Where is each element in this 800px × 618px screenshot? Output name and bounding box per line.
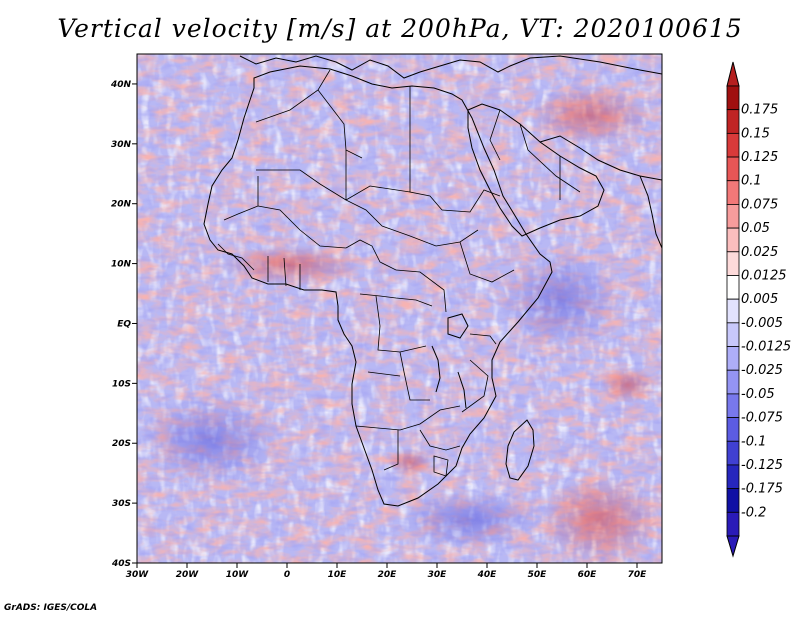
colorbar-swatch (726, 322, 740, 347)
lake-tanganyika (431, 345, 441, 393)
colorbar-swatch (726, 180, 740, 205)
lon-tick-label: 30W (126, 570, 150, 580)
colorbar-label: -0.125 (741, 458, 783, 473)
colorbar-swatch (726, 85, 740, 111)
coastlines (203, 55, 662, 507)
colorbar-swatch (726, 511, 740, 537)
lat-tick-label: 40S (111, 559, 131, 569)
colorbar-label: -0.075 (741, 411, 783, 426)
colorbar-swatch (726, 440, 740, 466)
lat-tick-label: EQ (117, 319, 131, 329)
map-title: Vertical velocity [m/s] at 200hPa, VT: 2… (57, 14, 743, 43)
india-coastline (639, 175, 662, 249)
colorbar-label: 0.175 (741, 103, 778, 118)
colorbar-swatch (726, 109, 740, 134)
colorbar-label: 0.025 (741, 245, 778, 260)
colorbar-swatch (726, 275, 740, 300)
colorbar-label: -0.175 (741, 482, 783, 497)
colorbar-swatch (726, 393, 740, 418)
lon-tick-label: 60E (578, 570, 598, 580)
arabia-coastline (467, 103, 605, 237)
grads-credit: GrADS: IGES/COLA (4, 603, 98, 613)
colorbar-top-arrow (726, 61, 740, 87)
colorbar-label: 0.075 (741, 197, 778, 212)
lat-tick-label: 20N (111, 200, 132, 210)
madagascar-coastline (505, 419, 535, 481)
colorbar-label: -0.0125 (741, 340, 791, 355)
colorbar-swatch (726, 346, 740, 371)
lat-tick-label: 10S (112, 379, 131, 389)
colorbar-swatch (726, 204, 740, 229)
colorbar-swatch (726, 488, 740, 513)
colorbar-label: -0.005 (741, 316, 783, 331)
colorbar-swatch (726, 298, 740, 324)
colorbar-label: 0.0125 (741, 268, 787, 283)
lon-tick-label: 70E (628, 570, 648, 580)
lat-tick-label: 40N (110, 80, 132, 90)
country-borders (217, 69, 581, 477)
lon-tick-label: 10W (226, 570, 250, 580)
colorbar-swatch (726, 251, 740, 276)
colorbar-swatch (726, 464, 740, 490)
colorbar-swatch (726, 132, 740, 158)
colorbar-label: -0.025 (741, 363, 783, 378)
europe-coastline (239, 55, 662, 79)
lon-tick-label: 10E (328, 570, 348, 580)
colorbar-label: -0.05 (741, 387, 775, 402)
lake-victoria (447, 313, 469, 339)
lon-tick-label: 20E (378, 570, 398, 580)
velocity-field (137, 54, 662, 563)
lon-tick-label: 50E (528, 570, 548, 580)
colorbar-label: 0.1 (741, 174, 762, 189)
lat-tick-label: 30S (112, 499, 131, 509)
lon-tick-label: 0 (284, 570, 290, 580)
lat-tick-label: 10N (111, 260, 132, 270)
latitude-axis: 40N 30N 20N 10N EQ 10S 20S 30S 40S (110, 80, 137, 569)
lat-tick-label: 30N (111, 140, 132, 150)
lake-malawi (457, 371, 467, 409)
lon-tick-label: 40E (477, 570, 498, 580)
lon-tick-label: 20W (176, 570, 200, 580)
colorbar-label: -0.1 (741, 434, 766, 449)
colorbar-label: -0.2 (741, 505, 766, 520)
colorbar-swatch (726, 369, 740, 395)
colorbar-label: 0.125 (741, 150, 778, 165)
lon-tick-label: 30E (428, 570, 448, 580)
colorbar-swatch (726, 417, 740, 442)
colorbar-label: 0.15 (741, 126, 770, 141)
colorbar: 0.175 0.15 0.125 0.1 0.075 0.05 0.025 0.0125 0.0… (726, 61, 791, 558)
lat-tick-label: 20S (112, 439, 131, 449)
colorbar-swatch (726, 227, 740, 253)
colorbar-bottom-arrow (726, 535, 740, 558)
colorbar-label: 0.05 (741, 221, 770, 236)
africa-coastline (203, 65, 553, 507)
colorbar-label: 0.005 (741, 292, 778, 307)
longitude-axis: 30W 20W 10W 0 10E 20E 30E 40E 50E 60E 70E (126, 563, 647, 580)
colorbar-swatch (726, 156, 740, 182)
plot-frame (136, 53, 663, 564)
